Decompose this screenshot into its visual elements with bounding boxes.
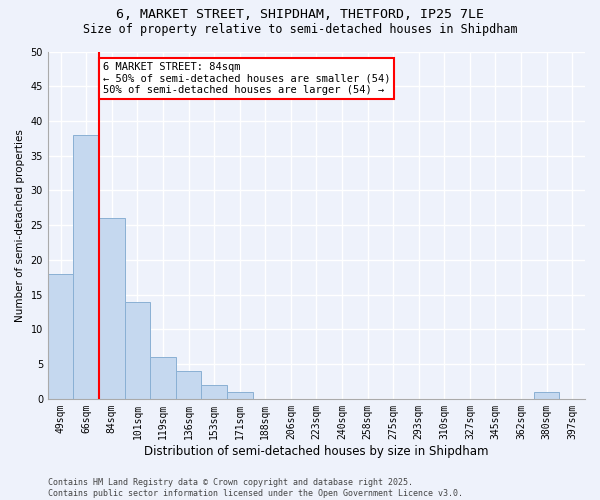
Text: Contains HM Land Registry data © Crown copyright and database right 2025.
Contai: Contains HM Land Registry data © Crown c…: [48, 478, 463, 498]
Bar: [227, 392, 253, 399]
Bar: [534, 392, 559, 399]
Bar: [150, 357, 176, 399]
Text: 6 MARKET STREET: 84sqm
← 50% of semi-detached houses are smaller (54)
50% of sem: 6 MARKET STREET: 84sqm ← 50% of semi-det…: [103, 62, 391, 95]
Text: 6, MARKET STREET, SHIPDHAM, THETFORD, IP25 7LE: 6, MARKET STREET, SHIPDHAM, THETFORD, IP…: [116, 8, 484, 20]
Bar: [125, 302, 150, 399]
X-axis label: Distribution of semi-detached houses by size in Shipdham: Distribution of semi-detached houses by …: [144, 444, 489, 458]
Bar: [73, 135, 99, 399]
Text: Size of property relative to semi-detached houses in Shipdham: Size of property relative to semi-detach…: [83, 22, 517, 36]
Bar: [176, 371, 202, 399]
Bar: [99, 218, 125, 399]
Bar: [48, 274, 73, 399]
Y-axis label: Number of semi-detached properties: Number of semi-detached properties: [15, 128, 25, 322]
Bar: [202, 385, 227, 399]
